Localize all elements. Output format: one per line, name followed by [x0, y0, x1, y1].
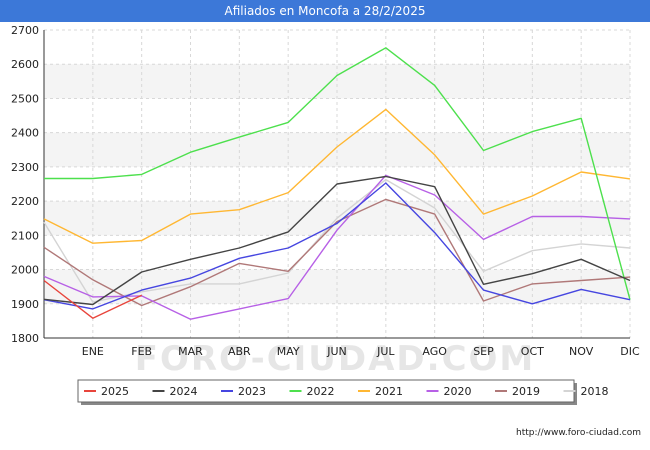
axes — [43, 30, 630, 339]
grid-band — [44, 269, 630, 304]
legend-label-2024: 2024 — [170, 385, 198, 398]
x-tick-label: JUN — [326, 345, 347, 358]
y-tick-label: 2000 — [11, 264, 39, 277]
legend-label-2022: 2022 — [307, 385, 335, 398]
y-tick-label: 1800 — [11, 332, 39, 345]
footer-url[interactable]: http://www.foro-ciudad.com — [516, 428, 641, 438]
y-tick-label: 2200 — [11, 195, 39, 208]
x-tick-label: ENE — [82, 345, 104, 358]
y-axis-ticks: 1800 1900 2000 2100 2200 2300 2400 2500 2600 2700 — [11, 24, 39, 345]
legend-label-2025: 2025 — [101, 385, 129, 398]
legend: 2025 2024 2023 2022 2021 2020 2019 2018 — [77, 379, 609, 405]
x-tick-label: DIC — [620, 345, 640, 358]
y-tick-label: 1900 — [11, 298, 39, 311]
y-tick-label: 2100 — [11, 229, 39, 242]
x-axis-ticks: ENE FEB MAR ABR MAY JUN JUL AGO SEP OCT NOV DIC — [82, 345, 640, 358]
x-tick-label: MAR — [178, 345, 203, 358]
x-tick-label: FEB — [131, 345, 152, 358]
x-tick-label: ABR — [228, 345, 251, 358]
legend-label-2018: 2018 — [581, 385, 609, 398]
gridlines — [44, 29, 631, 339]
y-tick-label: 2500 — [11, 92, 39, 105]
series-line-2025 — [43, 279, 142, 319]
y-tick-label: 2400 — [11, 127, 39, 140]
legend-label-2020: 2020 — [444, 385, 472, 398]
x-tick-label: AGO — [422, 345, 447, 358]
chart-title: Afiliados en Moncofa a 28/2/2025 — [0, 0, 650, 22]
y-tick-label: 2300 — [11, 161, 39, 174]
series-line-2022 — [44, 47, 631, 300]
legend-label-2023: 2023 — [238, 385, 266, 398]
x-tick-label: OCT — [521, 345, 544, 358]
grid-band — [44, 64, 630, 99]
legend-label-2021: 2021 — [375, 385, 403, 398]
x-tick-label: SEP — [473, 345, 494, 358]
legend-label-2019: 2019 — [512, 385, 540, 398]
x-tick-label: JUL — [376, 345, 395, 358]
series-line-2019 — [43, 198, 631, 307]
series-line-2024 — [43, 175, 631, 306]
series-lines — [43, 47, 631, 320]
series-line-2021 — [43, 108, 631, 244]
y-tick-label: 2600 — [11, 58, 39, 71]
series-line-2018 — [43, 178, 631, 303]
y-tick-label: 2700 — [11, 24, 39, 37]
x-tick-label: NOV — [569, 345, 594, 358]
grid-band — [44, 132, 630, 167]
watermark: FORO-CIUDAD.COM — [135, 339, 536, 379]
x-tick-label: MAY — [277, 345, 300, 358]
series-line-2023 — [43, 182, 631, 310]
